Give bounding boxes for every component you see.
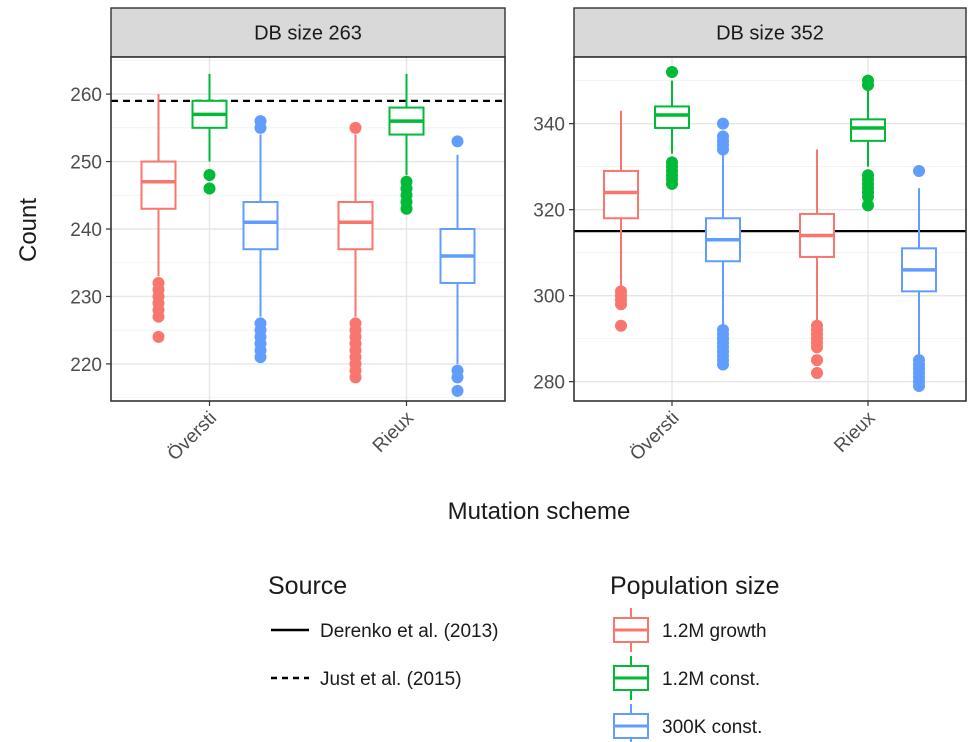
boxplot bbox=[901, 164, 937, 392]
legend-label: 1.2M growth bbox=[662, 621, 767, 642]
legend-key-box bbox=[613, 704, 649, 742]
outlier-point bbox=[152, 310, 165, 323]
outlier-point bbox=[349, 371, 362, 384]
y-tick-label: 250 bbox=[70, 153, 102, 174]
outlier-point bbox=[349, 121, 362, 134]
panel-background bbox=[574, 57, 966, 401]
y-tick-label: 320 bbox=[533, 201, 565, 222]
legend-label: 300K const. bbox=[662, 717, 762, 738]
outlier-point bbox=[451, 371, 464, 384]
x-tick-label: Översti bbox=[164, 408, 221, 465]
outlier-point bbox=[615, 319, 627, 332]
outlier-point bbox=[666, 66, 678, 79]
panel-2: DB size 352 280 300 320 340 Översti Rieux bbox=[533, 7, 967, 465]
boxplot bbox=[140, 94, 177, 343]
legend-label: Derenko et al. (2013) bbox=[320, 621, 499, 642]
outlier-point bbox=[203, 182, 216, 195]
outlier-point bbox=[615, 298, 627, 311]
legend: Source Derenko et al. (2013) Just et al. (… bbox=[268, 572, 780, 742]
outlier-point bbox=[811, 354, 823, 367]
legend-key-box bbox=[613, 656, 649, 700]
outlier-point bbox=[862, 78, 874, 91]
boxplot bbox=[337, 121, 374, 384]
outlier-point bbox=[862, 190, 874, 203]
outlier-point bbox=[913, 379, 925, 392]
outlier-point bbox=[717, 117, 729, 130]
y-tick-label: 300 bbox=[533, 287, 565, 308]
outlier-point bbox=[254, 351, 267, 364]
box bbox=[140, 160, 177, 210]
boxplot bbox=[439, 135, 476, 397]
y-tick-label: 260 bbox=[70, 85, 102, 106]
y-tick-label: 220 bbox=[70, 355, 102, 376]
boxplot bbox=[850, 74, 886, 212]
panel-strip-label: DB size 263 bbox=[254, 23, 362, 45]
outlier-point bbox=[862, 199, 874, 212]
legend-title: Source bbox=[268, 572, 347, 600]
panel-strip-label: DB size 352 bbox=[716, 23, 824, 45]
box bbox=[337, 201, 374, 251]
legend-title: Population size bbox=[610, 572, 780, 600]
boxplot bbox=[705, 117, 741, 371]
outlier-point bbox=[666, 177, 678, 190]
boxplot bbox=[654, 66, 690, 190]
boxplot bbox=[242, 115, 279, 364]
outlier-point bbox=[451, 384, 464, 397]
box bbox=[242, 201, 279, 251]
outlier-point bbox=[717, 358, 729, 371]
outlier-point bbox=[152, 330, 165, 343]
boxplot bbox=[388, 73, 425, 215]
y-axis-title: Count bbox=[15, 198, 42, 262]
outlier-point bbox=[811, 367, 823, 380]
panel-border bbox=[573, 56, 967, 402]
x-tick-label: Rieux bbox=[369, 407, 419, 457]
outlier-point bbox=[717, 143, 729, 156]
boxplot bbox=[799, 149, 835, 380]
panel-1: DB size 263 220 230 240 250 260 Översti Rieux bbox=[70, 7, 506, 465]
y-tick-label: 280 bbox=[533, 373, 565, 394]
legend-population: Population size 1.2M growth 1.2M const. 300… bbox=[610, 572, 780, 742]
legend-label: Just et al. (2015) bbox=[320, 669, 462, 690]
panel-strip bbox=[110, 7, 506, 58]
outlier-point bbox=[811, 341, 823, 354]
outlier-point bbox=[913, 164, 925, 177]
y-tick-label: 240 bbox=[70, 220, 102, 241]
boxplot bbox=[191, 73, 228, 195]
boxplot bbox=[603, 110, 639, 332]
legend-key-box bbox=[613, 608, 649, 652]
box bbox=[850, 118, 886, 142]
box bbox=[603, 169, 639, 220]
x-axis-title: Mutation scheme bbox=[448, 498, 631, 525]
outlier-point bbox=[451, 135, 464, 148]
outlier-point bbox=[254, 121, 267, 134]
outlier-point bbox=[400, 202, 413, 215]
panel-border bbox=[110, 56, 506, 402]
y-tick-label: 230 bbox=[70, 287, 102, 308]
x-tick-label: Översti bbox=[626, 408, 683, 465]
outlier-point bbox=[203, 169, 216, 182]
y-tick-label: 340 bbox=[533, 115, 565, 136]
legend-source: Source Derenko et al. (2013) Just et al. (… bbox=[268, 572, 499, 690]
box bbox=[654, 105, 690, 129]
legend-label: 1.2M const. bbox=[662, 669, 760, 690]
x-tick-label: Rieux bbox=[830, 407, 880, 457]
